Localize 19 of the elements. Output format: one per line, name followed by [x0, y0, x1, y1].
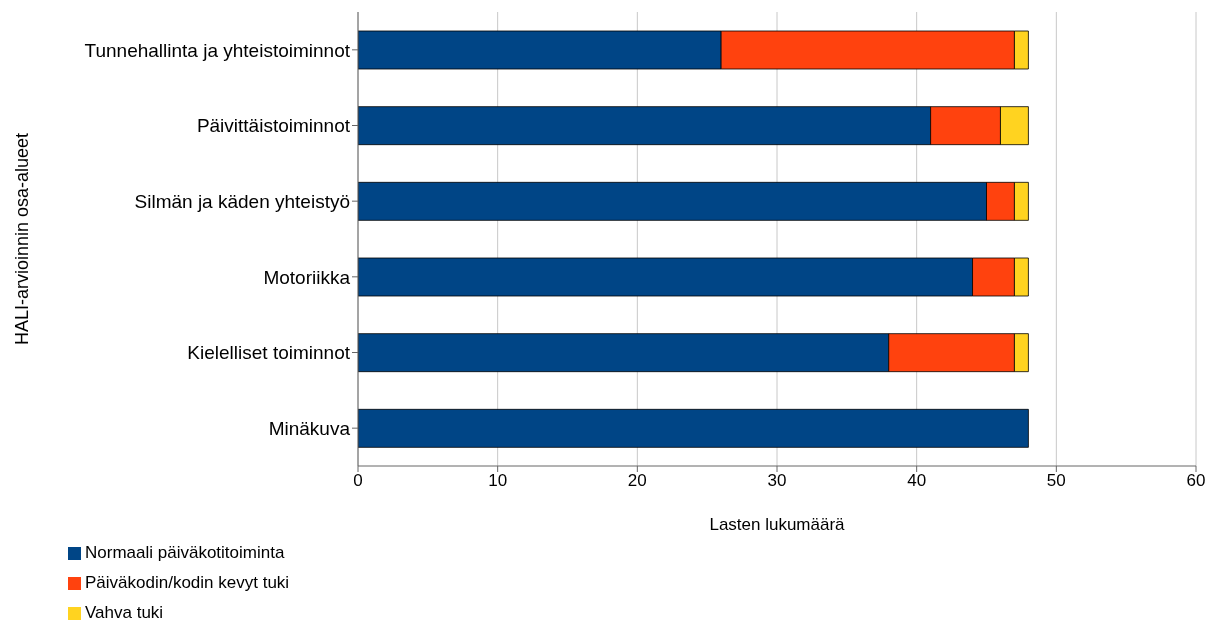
x-tick-label: 60 [1186, 471, 1206, 491]
x-tick-label: 20 [627, 471, 647, 491]
y-tick-label: Motoriikka [263, 266, 351, 288]
x-tick-label: 0 [353, 471, 363, 491]
legend-label: Normaali päiväkotitoiminta [85, 543, 285, 562]
x-tick-label: 50 [1046, 471, 1066, 491]
x-tick-label: 10 [488, 471, 508, 491]
y-tick-label: Päivittäistoiminnot [196, 115, 351, 137]
y-tick-label: Kielelliset toiminnot [187, 342, 351, 364]
y-tick-label: Minäkuva [268, 417, 351, 439]
x-tick-label: 40 [907, 471, 927, 491]
x-axis-title: Lasten lukumäärä [709, 515, 846, 534]
bar [358, 408, 1029, 448]
y-axis-title: HALI-arvioinnin osa-alueet [12, 132, 33, 346]
x-tick-label: 30 [767, 471, 787, 491]
legend-label: Päiväkodin/kodin kevyt tuki [85, 573, 290, 592]
y-tick-label: Silmän ja käden yhteistyö [134, 190, 350, 212]
y-tick-label: Tunnehallinta ja yhteistoiminnot [84, 39, 351, 61]
legend-label: Vahva tuki [85, 603, 164, 622]
